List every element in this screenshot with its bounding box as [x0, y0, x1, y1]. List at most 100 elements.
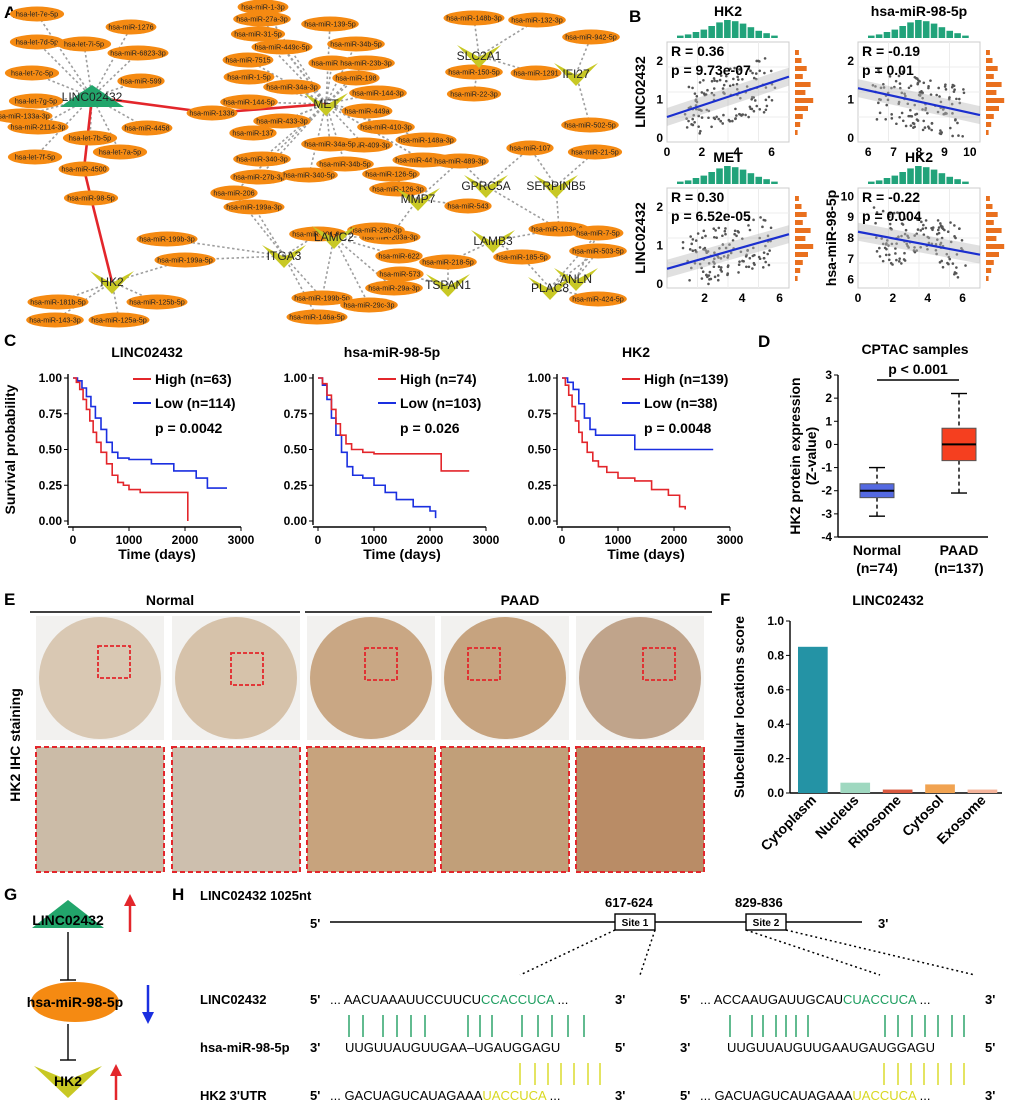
- scatter-point: [949, 126, 952, 130]
- x-tick-label: 10: [963, 145, 977, 159]
- scatter-point: [751, 71, 754, 75]
- up-arrowhead-2: [110, 1064, 122, 1076]
- mirna-node: [347, 222, 405, 238]
- scatter-point: [911, 121, 915, 125]
- scatter-point: [737, 78, 740, 81]
- scatter-point: [735, 234, 738, 238]
- scatter-point: [710, 91, 714, 95]
- network-edge: [321, 236, 335, 299]
- bar: [840, 782, 871, 793]
- scatter-point: [724, 74, 728, 78]
- scatter-point: [913, 234, 916, 237]
- scatter-point: [747, 265, 751, 269]
- scatter-point: [958, 227, 961, 230]
- scatter-point: [920, 220, 923, 224]
- x-tick-label: 6: [768, 145, 775, 159]
- scatter-point: [906, 102, 910, 106]
- histogram-bar-x: [891, 29, 899, 38]
- ihc-core: [579, 617, 701, 739]
- x-tick-label: 8: [916, 145, 923, 159]
- mirna-node-label: hsa-miR-562: [311, 59, 352, 68]
- x-tick-label: 2: [890, 291, 897, 305]
- x-tick-label: 2000: [661, 533, 688, 547]
- mirna-node: [210, 185, 258, 201]
- panel-letter-d: D: [758, 332, 770, 351]
- km-title: hsa-miR-98-5p: [344, 344, 440, 360]
- panel-letter-h: H: [172, 885, 184, 904]
- mirna-node-label: hsa-miR-143-3p: [29, 316, 81, 325]
- mirna-node: [237, 0, 289, 15]
- gene-node: [554, 63, 598, 86]
- normal-label: Normal: [146, 592, 194, 608]
- boxplot-panel: CPTAC samples -4 -3 -2 -1 0 1 2 3 HK2 protein exp…: [787, 341, 988, 576]
- scatter-point: [697, 125, 700, 129]
- y-tick-label: 1.00: [284, 371, 308, 385]
- x-tick-label: 6: [776, 291, 783, 305]
- y-tick-label: 1.00: [528, 371, 552, 385]
- site1-position: 617-624: [605, 895, 653, 910]
- scatter-point: [736, 70, 739, 74]
- scatter-point: [747, 115, 750, 119]
- scatter-point: [688, 248, 692, 251]
- histogram-bar-x: [938, 173, 946, 184]
- km-curve-low: [562, 377, 714, 451]
- histogram-bar-y: [986, 236, 997, 241]
- scatter-point: [878, 246, 881, 250]
- network-edge: [575, 36, 592, 75]
- km-curve-low: [73, 377, 227, 489]
- scatter-point: [759, 216, 762, 219]
- scatter-point: [921, 91, 924, 94]
- histogram-bar-y: [986, 50, 990, 55]
- mirna-node: [376, 266, 424, 282]
- histogram-bar-x: [883, 178, 891, 184]
- mirna-node-label: hsa-miR-942-5p: [565, 33, 617, 42]
- histogram-bar-y: [986, 204, 993, 209]
- scatter-point: [888, 222, 892, 226]
- histogram-bar-x: [907, 168, 914, 184]
- category-label: PAAD: [940, 542, 979, 558]
- network-edge: [261, 103, 327, 160]
- mirna-node-label: hsa-miR-34a-5p: [304, 140, 356, 149]
- scatter-point: [931, 228, 934, 232]
- scatter-point: [752, 76, 756, 80]
- scatter-point: [726, 272, 730, 275]
- scatter-point: [908, 114, 912, 118]
- scatter-point: [723, 229, 727, 233]
- scatter-point: [929, 79, 932, 82]
- scatter-point: [909, 84, 913, 88]
- histogram-bar-y: [795, 50, 799, 55]
- gene-node-label: LINC02432: [62, 90, 123, 104]
- scatter-point: [885, 239, 889, 242]
- network-edge: [575, 73, 591, 126]
- mirna-node: [92, 144, 148, 160]
- scatter-point: [766, 234, 770, 238]
- scatter-point: [697, 114, 700, 118]
- scatter-point: [754, 72, 758, 75]
- scatter-point: [755, 77, 758, 81]
- scatter-point: [875, 118, 879, 121]
- x-axis-label: Time (days): [363, 546, 441, 562]
- histogram-bar-x: [899, 26, 906, 38]
- gene-node-label: GPRC5A: [461, 179, 510, 193]
- scatter-point: [692, 113, 696, 117]
- histogram-bar-y: [986, 82, 1002, 87]
- scatter-point: [951, 112, 954, 115]
- scatter-point: [762, 110, 766, 114]
- mirna-node: [4, 65, 60, 81]
- network-edge: [283, 255, 318, 318]
- gene-node-label: ANLN: [560, 272, 592, 286]
- mirna-node-label: hsa-let-7c-5p: [11, 69, 53, 78]
- mirna-node-label: hsa-miR-139-5p: [304, 20, 356, 29]
- histogram-bar-x: [763, 33, 770, 38]
- site2-label: Site 2: [753, 918, 780, 929]
- mirna-node: [121, 120, 173, 136]
- scatter-point: [891, 263, 894, 266]
- hk2-seq-left-tail: ...: [546, 1088, 560, 1103]
- y-tick-label: 0.50: [39, 443, 63, 457]
- scatter-point: [691, 123, 695, 127]
- histogram-bar-x: [724, 20, 731, 38]
- y-axis-label: LINC02432: [632, 56, 648, 128]
- scatter-point: [930, 122, 934, 125]
- x-tick-label: 1000: [605, 533, 632, 547]
